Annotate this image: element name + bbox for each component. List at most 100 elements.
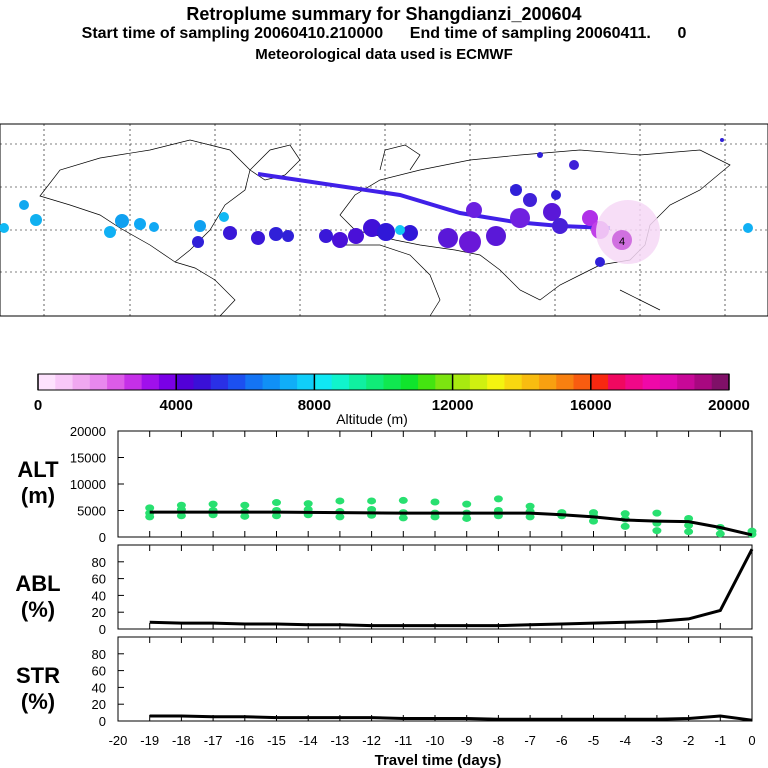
y-tick-label: 60 <box>92 572 106 587</box>
source-marker <box>612 230 632 250</box>
abl-panel-frame <box>117 544 753 630</box>
x-tick-label: -19 <box>140 733 159 748</box>
colorbar-swatch <box>469 374 488 390</box>
str-unit-label: (%) <box>21 689 55 714</box>
str-label: STR <box>16 663 60 688</box>
plume-position <box>523 193 537 207</box>
colorbar-swatch <box>625 374 644 390</box>
plume-position <box>377 223 395 241</box>
plume-position <box>595 257 605 267</box>
colorbar-tick-label: 4000 <box>160 397 193 414</box>
y-tick-label: 60 <box>92 664 106 679</box>
colorbar-swatch <box>245 374 264 390</box>
y-tick-label: 0 <box>99 714 106 729</box>
plume-position <box>582 210 598 226</box>
x-tick-label: -3 <box>651 733 663 748</box>
plume-position <box>319 229 333 243</box>
altitude-scatter-point <box>240 501 250 509</box>
altitude-scatter-point <box>176 501 186 509</box>
sampling-time-line: Start time of sampling 20060410.210000 E… <box>81 25 687 42</box>
plume-positions <box>0 138 753 267</box>
x-tick-label: -20 <box>109 733 128 748</box>
x-tick-label: -9 <box>461 733 473 748</box>
plume-position <box>459 231 481 253</box>
world-map-panel: 4 <box>0 123 768 317</box>
colorbar-swatch <box>573 374 592 390</box>
plume-position <box>134 218 146 230</box>
altitude-scatter-point <box>652 527 662 535</box>
colorbar-swatch <box>107 374 125 390</box>
y-tick-label: 0 <box>99 530 106 545</box>
x-tick-label: -10 <box>426 733 445 748</box>
colorbar-swatch <box>141 374 160 390</box>
plume-position <box>395 225 405 235</box>
plume-position <box>537 152 543 158</box>
altitude-scatter-point <box>462 500 472 508</box>
plume-position <box>510 184 522 196</box>
colorbar-swatch <box>262 374 281 390</box>
colorbar-swatch <box>608 374 626 390</box>
altitude-scatter-point <box>525 513 535 521</box>
x-tick-label: -11 <box>394 733 412 748</box>
x-tick-label: -12 <box>362 733 381 748</box>
plume-position <box>194 220 206 232</box>
y-tick-label: 20 <box>92 697 106 712</box>
plume-position <box>251 231 265 245</box>
colorbar-swatch <box>400 374 419 390</box>
colorbar-swatch <box>297 374 315 390</box>
x-tick-label: -14 <box>299 733 318 748</box>
colorbar-swatch <box>124 374 143 390</box>
plume-position <box>192 236 204 248</box>
plume-position <box>149 222 159 232</box>
plume-position <box>282 230 294 242</box>
plume-position <box>543 203 561 221</box>
y-tick-label: 40 <box>92 588 106 603</box>
str-panel-frame <box>117 636 753 722</box>
x-tick-label: -15 <box>267 733 286 748</box>
plume-position <box>551 190 561 200</box>
plume-position <box>115 214 129 228</box>
plume-position <box>0 223 9 233</box>
x-tick-label: -16 <box>235 733 254 748</box>
colorbar-swatch <box>694 374 713 390</box>
colorbar-swatch <box>158 374 177 390</box>
altitude-scatter-point <box>145 513 155 521</box>
y-tick-label: 80 <box>92 555 106 570</box>
y-tick-label: 40 <box>92 680 106 695</box>
colorbar-swatch <box>521 374 540 390</box>
colorbar-swatch <box>538 374 557 390</box>
str-series-line <box>149 714 753 722</box>
colorbar-swatch <box>383 374 402 390</box>
source-marker-label: 4 <box>619 236 625 248</box>
altitude-colorbar: 0 4000 8000 12000 16000 20000 <box>34 373 750 414</box>
altitude-scatter-point <box>303 500 313 508</box>
x-tick-label: -17 <box>204 733 223 748</box>
colorbar-swatch <box>556 374 575 390</box>
colorbar-swatch <box>72 374 91 390</box>
x-tick-label: 0 <box>748 733 755 748</box>
x-tick-label: -5 <box>588 733 600 748</box>
x-tick-label: -1 <box>715 733 727 748</box>
altitude-scatter-point <box>589 509 598 517</box>
colorbar-swatch <box>418 374 436 390</box>
plume-position <box>223 226 237 240</box>
plume-position <box>269 227 283 241</box>
colorbar-swatch <box>504 374 523 390</box>
abl-series-line <box>149 548 754 628</box>
abl-unit-label: (%) <box>21 597 55 622</box>
altitude-scatter-point <box>525 502 535 510</box>
plume-position <box>19 200 29 210</box>
plume-position <box>486 226 506 246</box>
plume-position <box>402 225 418 241</box>
altitude-scatter-point <box>398 496 408 504</box>
alt-unit-label: (m) <box>21 483 55 508</box>
x-tick-label: -6 <box>556 733 568 748</box>
altitude-scatter-point <box>715 530 725 538</box>
plume-position <box>510 208 530 228</box>
colorbar-swatch <box>711 374 730 390</box>
altitude-scatter-point <box>652 509 662 517</box>
colorbar-swatch <box>487 374 505 390</box>
altitude-scatter-point <box>367 497 377 505</box>
colorbar-tick-label: 20000 <box>708 397 750 414</box>
altitude-scatter-point <box>145 504 155 512</box>
